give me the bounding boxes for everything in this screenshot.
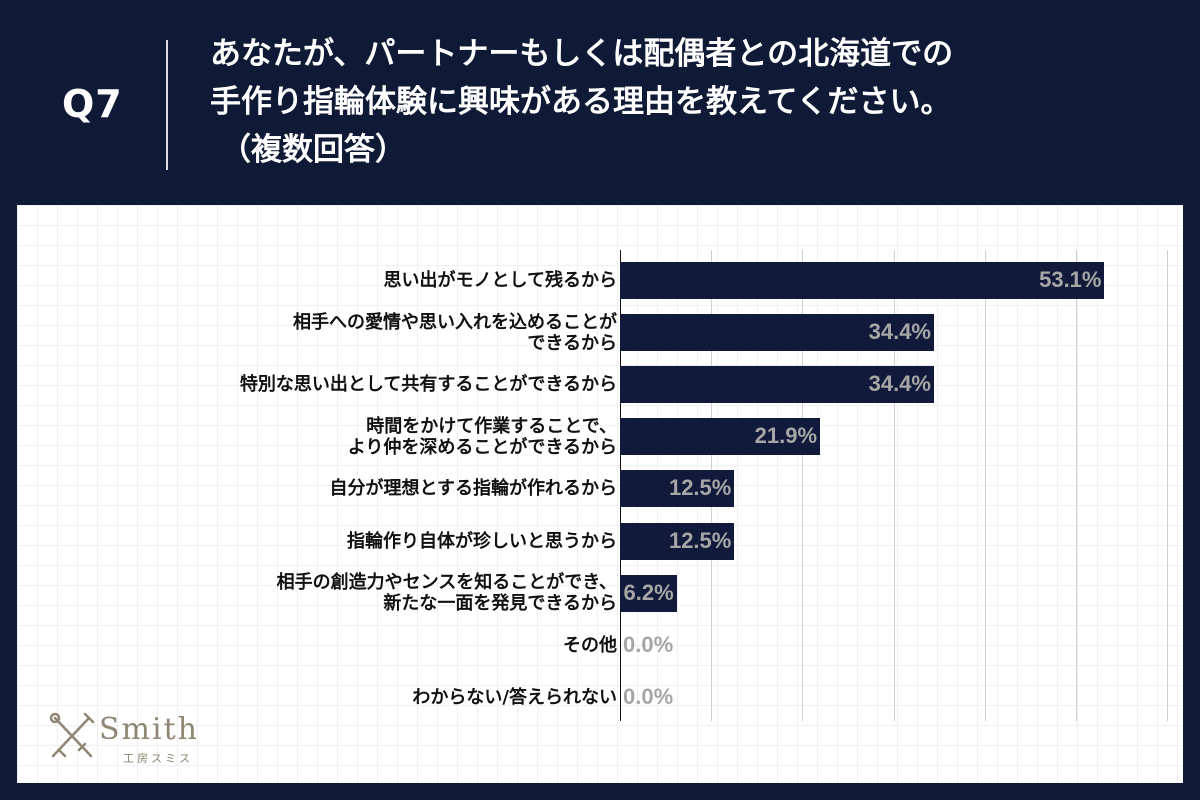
- value-label: 21.9%: [754, 423, 818, 449]
- value-label: 12.5%: [668, 475, 732, 501]
- category-label: 自分が理想とする指輪が作れるから: [329, 478, 617, 500]
- value-label: 0.0%: [623, 631, 674, 657]
- bar: [620, 262, 1105, 299]
- header-divider: [166, 40, 168, 170]
- value-label: 6.2%: [623, 579, 674, 605]
- gridline: [1075, 250, 1077, 721]
- category-label: 時間をかけて作業することで、 より仲を深めることができるから: [347, 415, 617, 458]
- value-label: 34.4%: [868, 319, 931, 345]
- question-text: あなたが、パートナーもしくは配偶者との北海道での 手作り指輪体験に興味がある理由…: [210, 30, 1170, 174]
- gridline: [802, 250, 804, 721]
- bar: [620, 470, 734, 508]
- bar: [620, 366, 934, 404]
- logo-name: Smith: [99, 712, 199, 747]
- question-line-1: あなたが、パートナーもしくは配偶者との北海道での: [210, 36, 954, 72]
- bar-chart: 思い出がモノとして残るから 53.1% 相手への愛情や思い入れを込めることが できるか…: [17, 205, 1183, 783]
- category-label: その他: [563, 634, 617, 656]
- category-label: 思い出がモノとして残るから: [383, 270, 617, 291]
- bar: [620, 574, 677, 612]
- gridline: [984, 250, 986, 721]
- gridline: [893, 250, 895, 721]
- value-label: 12.5%: [668, 527, 732, 553]
- category-label: 相手の創造力やセンスを知ることができ、 新たな一面を発見できるから: [276, 572, 617, 615]
- category-label: 相手への愛情や思い入れを込めることが できるから: [293, 311, 617, 354]
- question-line-2: 手作り指輪体験に興味がある理由を教えてください。: [210, 84, 952, 120]
- category-label: 指輪作り自体が珍しいと思うから: [347, 530, 617, 552]
- bar: [620, 314, 934, 352]
- bar: [620, 418, 820, 456]
- category-label: わからない/答えられない: [412, 686, 617, 708]
- question-line-3: （複数回答）: [220, 132, 406, 168]
- question-number: Q7: [62, 82, 123, 126]
- value-label: 53.1%: [1039, 267, 1102, 292]
- bar: [620, 522, 734, 560]
- logo-subtitle: 工房スミス: [123, 752, 193, 765]
- value-label: 0.0%: [623, 683, 674, 709]
- gridline: [1167, 250, 1168, 721]
- chart-panel: 思い出がモノとして残るから 53.1% 相手への愛情や思い入れを込めることが できるか…: [17, 205, 1183, 783]
- question-header: Q7 あなたが、パートナーもしくは配偶者との北海道での 手作り指輪体験に興味があ…: [0, 0, 1200, 205]
- crossed-tools-icon: [49, 712, 95, 758]
- category-label: 特別な思い出として共有することができるから: [239, 374, 617, 396]
- value-label: 34.4%: [868, 371, 931, 397]
- smith-logo: Smith 工房スミス: [47, 710, 237, 770]
